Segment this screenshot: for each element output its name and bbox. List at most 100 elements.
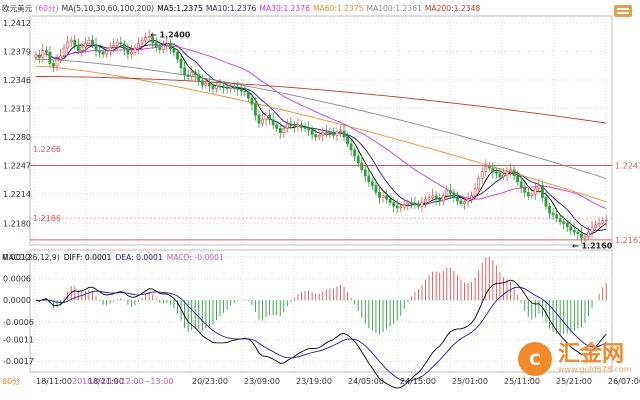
grid: [29, 15, 613, 373]
candle-body: [516, 175, 520, 183]
candle-body: [307, 127, 311, 131]
macd-panel-frame: [29, 249, 613, 373]
candle-body: [544, 197, 548, 207]
candle-body: [505, 171, 509, 176]
candle-body: [541, 185, 544, 198]
price-tick-label: 1.2313: [3, 104, 31, 113]
candlesticks[interactable]: [34, 29, 608, 244]
candle-body: [257, 115, 261, 124]
candle-body: [98, 50, 101, 53]
candle-body: [335, 131, 339, 136]
left-level-label: 1.2186: [33, 214, 61, 223]
candle-body: [147, 36, 151, 38]
candle-body: [480, 171, 484, 179]
candle-body: [587, 231, 590, 237]
candle-body: [62, 47, 66, 57]
candle-body: [498, 172, 502, 178]
candle-body: [551, 212, 555, 216]
candle-body: [314, 134, 318, 138]
candle-body: [601, 220, 605, 224]
right-level-label: 1.2247: [615, 161, 640, 170]
candle-body: [459, 200, 463, 204]
candle-body: [374, 185, 378, 193]
indicator-header: 欧元美元 (60分) MA(5,10,30,60,100,200) MA5:1.237…: [2, 3, 480, 262]
candle-body: [509, 169, 512, 172]
time-tick-label: 23/09:00: [244, 377, 280, 386]
candle-body: [55, 58, 59, 67]
candle-body: [254, 103, 257, 116]
candle-body: [580, 233, 583, 239]
candle-body: [413, 203, 417, 205]
candle-body: [59, 55, 62, 60]
candle-body: [105, 50, 109, 55]
candle-body: [367, 175, 371, 183]
time-tick-label: 25/11:00: [504, 377, 540, 386]
candle-body: [562, 221, 566, 224]
symbol-label: 欧元美元: [2, 3, 33, 13]
candle-body: [392, 202, 396, 207]
candle-body: [328, 131, 332, 134]
macd-tick-label: -0.0006: [3, 318, 34, 327]
candle-body: [487, 166, 491, 169]
candle-body: [466, 198, 470, 203]
candle-body: [183, 67, 186, 76]
candle-body: [370, 181, 374, 186]
candle-body: [417, 204, 420, 207]
candle-body: [80, 46, 84, 51]
watermark-url: www.gold678.com: [558, 365, 632, 374]
macd-diff-line: [35, 279, 607, 389]
candle-body: [381, 195, 385, 198]
candle-body: [402, 204, 406, 208]
candle-body: [41, 50, 45, 58]
candle-body: [48, 51, 52, 64]
candle-body: [445, 190, 449, 197]
candle-body: [119, 42, 123, 45]
time-axis-unit: 60分: [2, 377, 20, 386]
time-tick-label: 25/01:00: [452, 377, 488, 386]
candle-body: [555, 214, 559, 219]
settings-icon[interactable]: [613, 4, 633, 18]
candle-body: [448, 190, 452, 194]
candle-body: [399, 206, 403, 209]
candle-body: [324, 131, 328, 134]
ma100-line: [35, 58, 607, 179]
candle-body: [502, 174, 505, 178]
candle-body: [604, 219, 608, 222]
candle-body: [218, 85, 222, 88]
candle-body: [87, 39, 91, 45]
candle-body: [494, 171, 498, 174]
candle-body: [456, 197, 459, 202]
candle-body: [519, 181, 523, 188]
candle-body: [548, 205, 551, 214]
candle-body: [477, 178, 481, 190]
candle-body: [431, 195, 435, 198]
candle-body: [576, 231, 580, 235]
candle-body: [215, 85, 218, 89]
ma-value-ma100: MA100:1.2361: [366, 4, 422, 13]
high-label: ← 1.2400: [150, 30, 191, 39]
candle-body: [572, 229, 576, 233]
candle-body: [473, 188, 477, 197]
candle-body: [293, 125, 296, 127]
candle-body: [346, 136, 349, 145]
ma-value-ma10: MA10:1.2376: [206, 4, 257, 13]
candle-body: [310, 129, 314, 135]
price-tick-label: 1.2379: [3, 47, 31, 56]
candle-body: [133, 47, 137, 53]
candle-body: [186, 74, 190, 77]
macd-diff-value: DIFF: 0.0001: [64, 253, 112, 262]
price-tick-label: 1.2412: [3, 19, 31, 28]
candle-body: [441, 195, 445, 202]
candle-body: [179, 58, 183, 69]
time-tick-label: 24/15:00: [400, 377, 436, 386]
candle-body: [193, 71, 197, 76]
candle-body: [278, 127, 282, 134]
candle-body: [69, 39, 73, 43]
period-label: (60分): [35, 4, 58, 13]
candle-body: [197, 74, 201, 82]
candle-body: [409, 202, 413, 204]
candle-body: [101, 51, 105, 55]
